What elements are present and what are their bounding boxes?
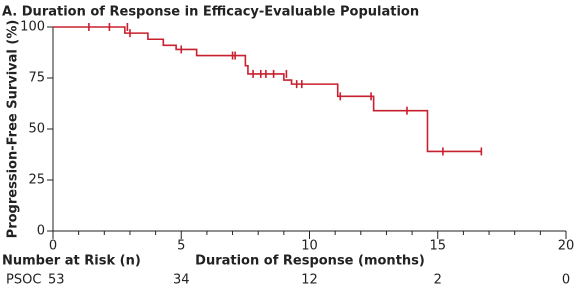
y-tick-label: 25 — [28, 173, 45, 188]
risk-value: 12 — [301, 273, 318, 288]
risk-value: 2 — [434, 273, 442, 288]
x-tick-label: 10 — [301, 239, 318, 254]
x-axis-label: Duration of Response (months) — [195, 254, 425, 269]
y-tick-label: 0 — [37, 224, 45, 239]
survival-line — [53, 26, 482, 153]
risk-table-title: Number at Risk (n) — [2, 254, 141, 269]
y-tick-label: 100 — [20, 20, 45, 35]
x-tick-label: 5 — [177, 239, 185, 254]
risk-value: 34 — [173, 273, 190, 288]
x-tick-label: 20 — [558, 239, 575, 254]
risk-value: 0 — [562, 273, 570, 288]
y-tick-label: 50 — [28, 122, 45, 137]
chart-title: A. Duration of Response in Efficacy-Eval… — [2, 5, 419, 20]
x-tick-label: 15 — [429, 239, 446, 254]
risk-row-name: PSOC — [6, 273, 41, 288]
risk-value: 53 — [48, 273, 65, 288]
y-axis-label: Progression-Free Survival (%) — [6, 20, 21, 239]
y-tick-label: 75 — [28, 71, 45, 86]
x-tick-label: 0 — [49, 239, 57, 254]
